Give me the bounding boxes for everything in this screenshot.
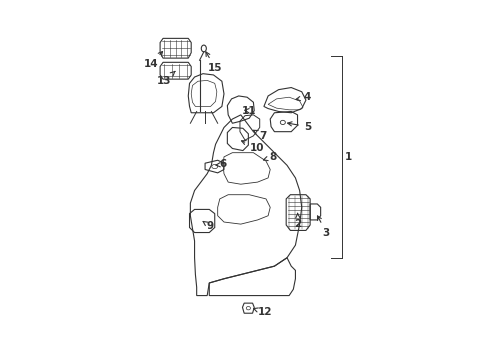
Text: 3: 3 [318,216,330,238]
Text: 8: 8 [264,152,277,162]
Text: 7: 7 [253,130,267,141]
Text: 10: 10 [242,140,265,153]
Text: 2: 2 [294,213,302,229]
Text: 9: 9 [203,221,214,231]
Text: 6: 6 [216,159,227,170]
Text: 5: 5 [288,122,311,132]
Text: 15: 15 [206,52,222,73]
Text: 12: 12 [254,307,272,318]
Text: 14: 14 [144,51,163,69]
Text: 4: 4 [296,92,311,102]
Text: 11: 11 [242,105,256,116]
Text: 13: 13 [157,71,175,86]
Text: 1: 1 [344,152,352,162]
